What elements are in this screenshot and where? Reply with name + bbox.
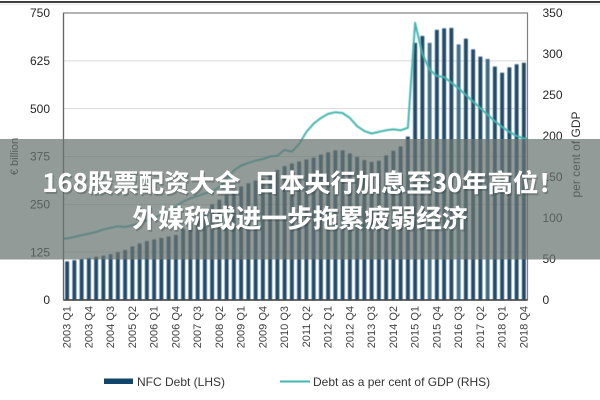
svg-text:750: 750	[30, 6, 50, 20]
svg-text:Debt as a per cent of GDP (RHS: Debt as a per cent of GDP (RHS)	[313, 375, 490, 389]
svg-text:NFC Debt (LHS): NFC Debt (LHS)	[137, 375, 225, 389]
svg-text:2006 Q4: 2006 Q4	[170, 306, 182, 348]
svg-text:2016 Q3: 2016 Q3	[453, 306, 465, 348]
svg-text:2017 Q2: 2017 Q2	[475, 306, 487, 348]
svg-text:250: 250	[543, 88, 563, 102]
svg-text:2007 Q3: 2007 Q3	[192, 306, 204, 348]
svg-text:300: 300	[543, 47, 563, 61]
svg-text:0: 0	[543, 293, 550, 307]
svg-text:2004 Q3: 2004 Q3	[105, 306, 117, 348]
svg-text:0: 0	[43, 293, 50, 307]
svg-text:2015 Q4: 2015 Q4	[431, 306, 443, 348]
svg-text:625: 625	[30, 54, 50, 68]
svg-text:2012 Q1: 2012 Q1	[323, 306, 335, 348]
svg-text:2014 Q2: 2014 Q2	[388, 306, 400, 348]
svg-text:2008 Q2: 2008 Q2	[214, 306, 226, 348]
svg-text:2013 Q3: 2013 Q3	[366, 306, 378, 348]
svg-text:2003 Q1: 2003 Q1	[62, 306, 74, 348]
svg-text:2009 Q1: 2009 Q1	[236, 306, 248, 348]
svg-text:2018 Q1: 2018 Q1	[497, 306, 509, 348]
svg-text:2018 Q4: 2018 Q4	[518, 306, 530, 348]
svg-text:350: 350	[543, 6, 563, 20]
svg-text:2010 Q3: 2010 Q3	[279, 306, 291, 348]
svg-text:2003 Q4: 2003 Q4	[83, 306, 95, 348]
svg-text:2005 Q2: 2005 Q2	[127, 306, 139, 348]
svg-text:2011 Q2: 2011 Q2	[301, 306, 313, 347]
svg-text:2006 Q1: 2006 Q1	[149, 306, 161, 348]
svg-text:500: 500	[30, 102, 50, 116]
svg-text:2015 Q1: 2015 Q1	[410, 306, 422, 348]
svg-text:2012 Q4: 2012 Q4	[344, 306, 356, 348]
svg-text:2009 Q4: 2009 Q4	[257, 306, 269, 348]
